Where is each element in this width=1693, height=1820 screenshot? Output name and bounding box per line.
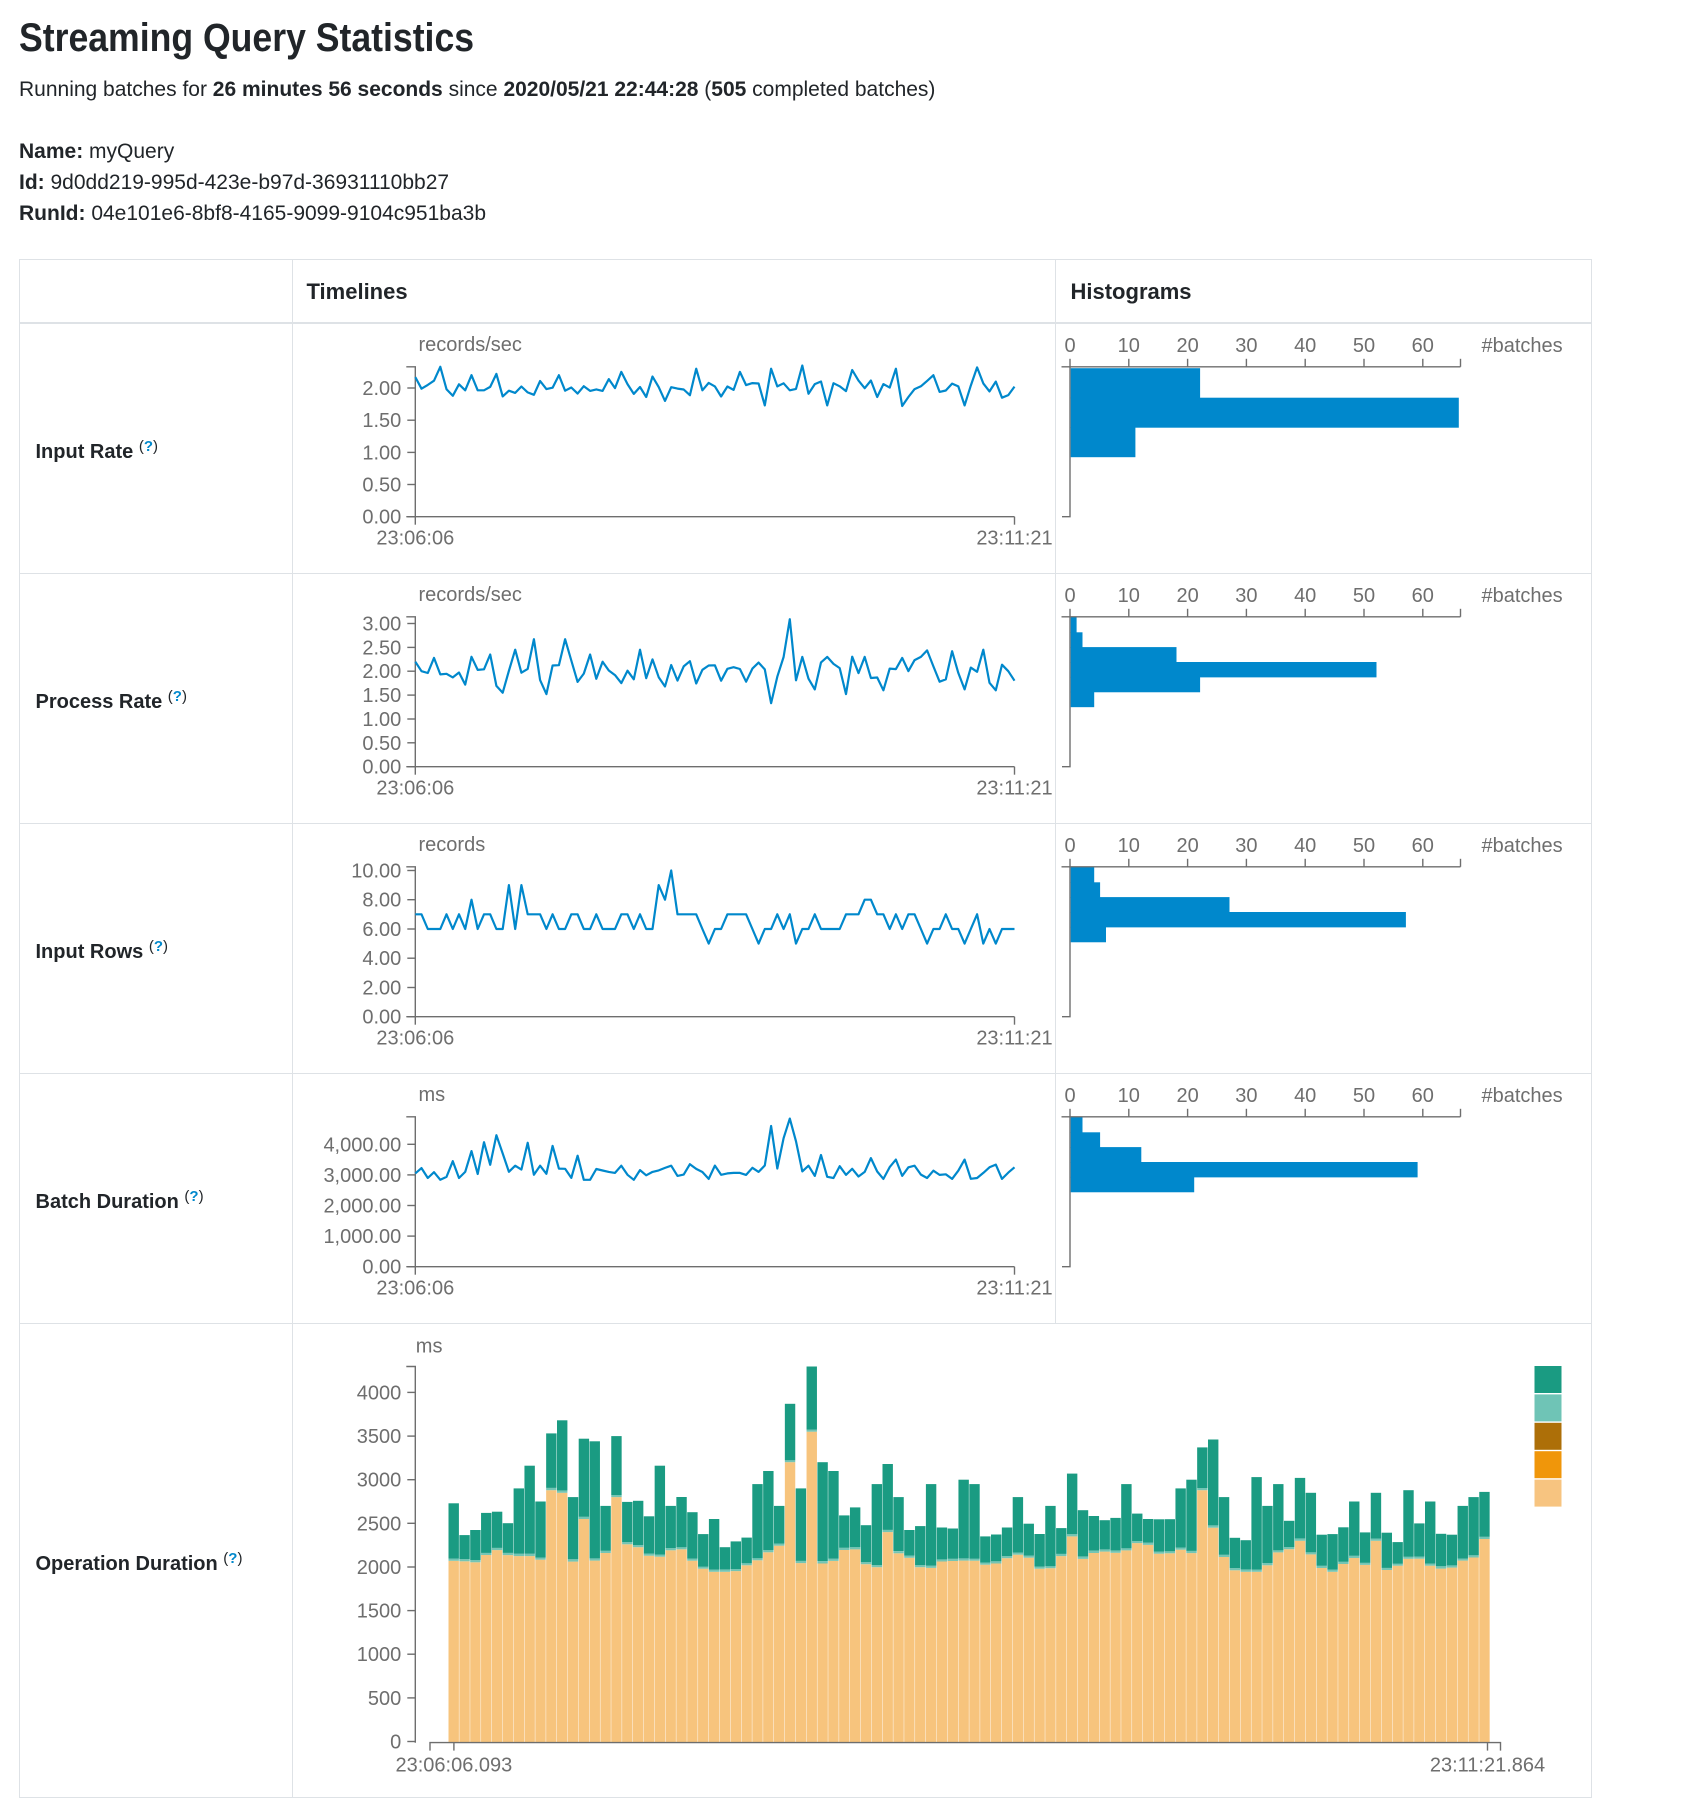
svg-text:30: 30 [1235,1085,1257,1107]
svg-text:0.00: 0.00 [362,1257,401,1279]
svg-text:40: 40 [1294,335,1316,357]
svg-text:40: 40 [1294,1085,1316,1107]
svg-text:23:11:21: 23:11:21 [976,1027,1052,1049]
svg-text:0.50: 0.50 [362,475,401,497]
svg-text:0: 0 [1064,835,1075,857]
svg-text:2.00: 2.00 [362,661,401,683]
svg-text:4.00: 4.00 [362,948,401,970]
svg-text:10.00: 10.00 [351,861,401,883]
svg-text:4000: 4000 [356,1382,401,1404]
svg-text:3000: 3000 [356,1470,401,1492]
svg-text:1,000.00: 1,000.00 [323,1226,401,1248]
svg-text:20: 20 [1176,585,1198,607]
svg-text:1000: 1000 [356,1644,401,1666]
svg-text:2.00: 2.00 [362,378,401,400]
svg-text:50: 50 [1352,835,1374,857]
svg-text:0.50: 0.50 [362,733,401,755]
svg-text:1500: 1500 [356,1601,401,1623]
svg-text:23:06:06: 23:06:06 [376,1277,454,1299]
svg-text:23:06:06: 23:06:06 [376,777,454,799]
svg-text:10: 10 [1117,335,1139,357]
svg-text:23:06:06.093: 23:06:06.093 [395,1755,512,1777]
svg-text:#batches: #batches [1481,335,1562,357]
svg-text:40: 40 [1294,835,1316,857]
svg-text:60: 60 [1411,835,1433,857]
svg-text:1.50: 1.50 [362,410,401,432]
svg-text:500: 500 [367,1688,400,1710]
svg-text:#batches: #batches [1481,1085,1562,1107]
svg-text:0: 0 [1064,335,1075,357]
svg-text:23:11:21: 23:11:21 [976,527,1052,549]
svg-text:23:11:21.864: 23:11:21.864 [1429,1755,1544,1777]
svg-text:2.00: 2.00 [362,978,401,1000]
svg-text:40: 40 [1294,585,1316,607]
svg-text:60: 60 [1411,335,1433,357]
svg-text:10: 10 [1117,585,1139,607]
svg-text:0.00: 0.00 [362,1007,401,1029]
svg-text:8.00: 8.00 [362,890,401,912]
svg-text:0: 0 [1064,585,1075,607]
svg-text:2500: 2500 [356,1513,401,1535]
svg-text:6.00: 6.00 [362,919,401,941]
svg-text:2000: 2000 [356,1557,401,1579]
svg-text:4,000.00: 4,000.00 [323,1134,401,1156]
svg-text:50: 50 [1352,335,1374,357]
svg-text:3,000.00: 3,000.00 [323,1165,401,1187]
svg-text:3.00: 3.00 [362,614,401,636]
svg-text:2,000.00: 2,000.00 [323,1196,401,1218]
svg-text:23:11:21: 23:11:21 [976,1277,1052,1299]
svg-text:1.00: 1.00 [362,442,401,464]
svg-text:1.00: 1.00 [362,709,401,731]
svg-text:30: 30 [1235,335,1257,357]
svg-text:23:11:21: 23:11:21 [976,777,1052,799]
svg-text:23:06:06: 23:06:06 [376,1027,454,1049]
svg-text:23:06:06: 23:06:06 [376,527,454,549]
svg-text:2.50: 2.50 [362,637,401,659]
svg-text:50: 50 [1352,1085,1374,1107]
svg-text:20: 20 [1176,835,1198,857]
svg-text:60: 60 [1411,1085,1433,1107]
svg-text:10: 10 [1117,1085,1139,1107]
svg-text:60: 60 [1411,585,1433,607]
svg-text:1.50: 1.50 [362,685,401,707]
svg-text:records/sec: records/sec [418,334,521,356]
svg-text:#batches: #batches [1481,835,1562,857]
svg-text:30: 30 [1235,835,1257,857]
svg-text:50: 50 [1352,585,1374,607]
svg-text:records: records [418,834,485,856]
svg-text:3500: 3500 [356,1426,401,1448]
svg-text:ms: ms [415,1336,442,1358]
svg-text:0: 0 [1064,1085,1075,1107]
svg-text:#batches: #batches [1481,585,1562,607]
svg-text:0: 0 [390,1732,401,1754]
svg-text:30: 30 [1235,585,1257,607]
svg-text:10: 10 [1117,835,1139,857]
svg-text:20: 20 [1176,335,1198,357]
svg-text:0.00: 0.00 [362,757,401,779]
svg-text:0.00: 0.00 [362,507,401,529]
svg-text:records/sec: records/sec [418,584,521,606]
svg-text:20: 20 [1176,1085,1198,1107]
svg-text:ms: ms [418,1084,445,1106]
